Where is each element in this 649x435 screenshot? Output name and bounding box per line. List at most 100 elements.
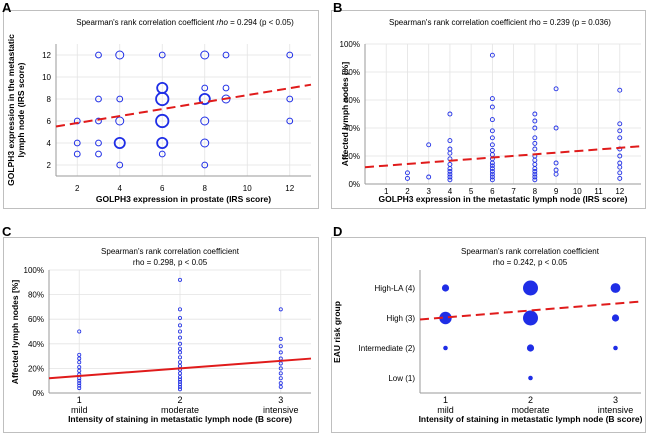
x-tick-label: intensive [263, 405, 299, 415]
x-tick-label: 1 [384, 187, 389, 196]
x-axis-label: GOLPH3 expression in prostate (IRS score… [96, 194, 271, 204]
data-point [617, 164, 623, 170]
x-tick-label: 10 [573, 187, 582, 196]
data-point [177, 355, 182, 360]
data-point [222, 84, 230, 92]
y-tick-label: High (3) [387, 314, 416, 323]
data-point [177, 277, 182, 282]
data-point [116, 161, 124, 169]
y-tick-label: 40% [28, 340, 44, 349]
data-point [177, 384, 182, 389]
data-point [177, 379, 182, 384]
data-point [177, 323, 182, 328]
correlation-annotation: rho = 0.298, p < 0.05 [133, 258, 208, 267]
annotation-part: rho [216, 18, 228, 27]
data-point [532, 111, 538, 117]
data-point [201, 161, 209, 169]
data-point [447, 174, 453, 180]
trend-line [48, 357, 312, 380]
data-point [489, 163, 495, 169]
x-tick-label: mild [71, 405, 88, 415]
data-point [523, 310, 538, 326]
data-point [617, 175, 623, 181]
data-point [532, 168, 538, 174]
data-point [617, 128, 623, 134]
data-point [200, 50, 210, 60]
y-axis-label: Affected lymph nodes [%] [10, 280, 20, 385]
x-tick-label: 6 [490, 187, 495, 196]
data-point [489, 160, 495, 166]
y-tick-label: 100% [340, 40, 360, 49]
x-tick-label: intensive [598, 405, 634, 415]
data-point [113, 136, 126, 149]
data-point [447, 177, 453, 183]
chart-d: Low (1) Intermediate (2) High (3) High-LA (… [332, 247, 643, 424]
trend-line [364, 145, 642, 169]
data-point [532, 171, 538, 177]
data-point [489, 177, 495, 183]
data-point [95, 150, 102, 158]
x-tick-label: 2 [405, 187, 410, 196]
x-tick-label: 8 [533, 187, 538, 196]
data-point [489, 174, 495, 180]
data-point [553, 171, 559, 177]
y-tick-label: 40% [344, 124, 360, 133]
data-point [95, 95, 102, 103]
data-point [278, 307, 283, 312]
data-point [95, 139, 102, 147]
data-point [553, 160, 559, 166]
data-point [286, 95, 294, 103]
panel-d [331, 237, 646, 433]
data-point [286, 117, 294, 125]
x-tick-label: 12 [615, 187, 624, 196]
y-tick-label: 60% [28, 315, 44, 324]
x-tick-label: 3 [278, 395, 283, 405]
y-tick-label: 10 [42, 73, 51, 82]
data-point [222, 51, 230, 59]
data-point [489, 168, 495, 174]
data-point [177, 375, 182, 380]
y-axis-label: EAU risk group [332, 301, 342, 363]
data-point [532, 166, 538, 172]
x-tick-label: 5 [469, 187, 474, 196]
data-point [489, 96, 495, 102]
x-tick-label: 3 [613, 395, 618, 405]
data-point [201, 84, 209, 92]
x-tick-label: mild [437, 405, 454, 415]
data-point [528, 375, 533, 381]
x-tick-label: 2 [75, 184, 80, 193]
data-point [532, 135, 538, 141]
data-point [177, 350, 182, 355]
y-tick-label: 80% [344, 68, 360, 77]
data-point [77, 329, 82, 334]
x-axis-label: Intensity of staining in metastatic lymp… [68, 414, 292, 424]
data-point [617, 170, 623, 176]
panel-letter-b: B [333, 0, 343, 15]
data-point [426, 174, 432, 180]
data-point [441, 284, 450, 292]
data-point [443, 345, 448, 351]
y-axis-label: Affected lymph nodes [%] [340, 62, 350, 167]
trend-line [55, 83, 312, 128]
y-axis-label: lymph node (IRS score) [16, 62, 26, 157]
y-tick-label: 80% [28, 291, 44, 300]
data-point [489, 171, 495, 177]
data-point [177, 371, 182, 376]
data-point [526, 344, 535, 352]
data-point [278, 366, 283, 371]
data-point [489, 117, 495, 123]
y-tick-label: 8 [47, 95, 52, 104]
data-point [278, 376, 283, 381]
x-tick-label: 9 [554, 187, 559, 196]
correlation-annotation: Spearman's rank correlation coefficient … [389, 18, 611, 27]
y-tick-label: 0% [32, 389, 44, 398]
y-tick-label: 4 [47, 139, 52, 148]
annotation-part: = 0.294 (p < 0.05) [228, 18, 294, 27]
data-point [532, 174, 538, 180]
data-point [95, 117, 102, 125]
data-point [278, 336, 283, 341]
data-point [177, 346, 182, 351]
y-tick-label: 60% [344, 96, 360, 105]
correlation-annotation: rho = 0.242, p < 0.05 [493, 258, 568, 267]
